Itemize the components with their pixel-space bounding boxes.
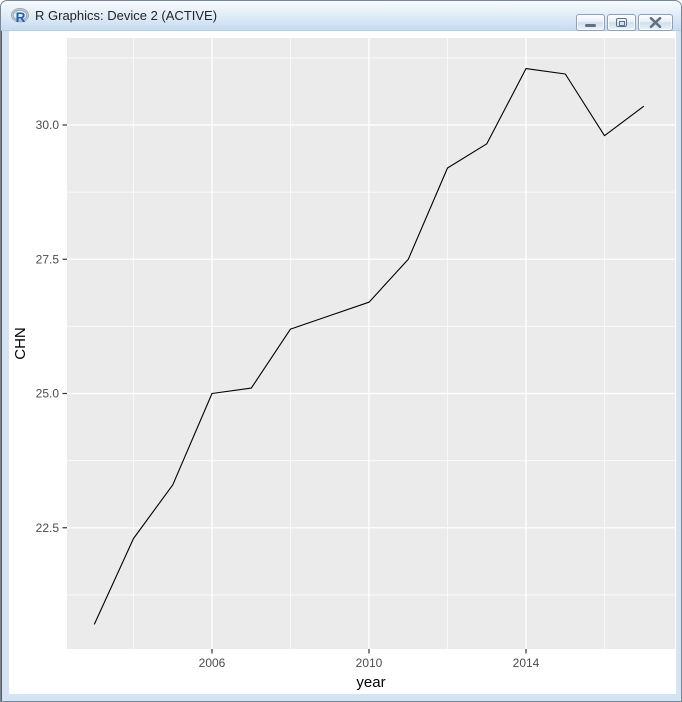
window-title: R Graphics: Device 2 (ACTIVE) [35,8,218,23]
svg-text:R: R [16,10,26,24]
titlebar[interactable]: R R Graphics: Device 2 (ACTIVE) [1,1,681,31]
x-axis-title: year [356,674,385,691]
close-button[interactable] [638,14,673,31]
y-tick-label: 27.5 [36,252,60,266]
minimize-button[interactable] [576,14,605,31]
x-tick-label: 2014 [513,656,540,670]
y-axis-title: CHN [12,327,29,360]
maximize-icon [616,18,627,27]
r-logo-icon: R [11,7,29,25]
minimize-icon [585,24,596,27]
x-tick-label: 2010 [356,656,383,670]
plot-canvas: 2006 2010 2014 22.5 25.0 27.5 30.0 CHN year [9,31,676,694]
chart-svg: 2006 2010 2014 22.5 25.0 27.5 30.0 CHN year [12,38,675,691]
y-tick-label: 30.0 [36,118,60,132]
maximize-button[interactable] [607,14,636,31]
x-tick-label: 2006 [199,656,226,670]
window-controls [576,14,673,31]
close-icon [649,17,662,28]
plot-panel [67,38,675,649]
y-tick-label: 25.0 [36,387,60,401]
data-line-CHN [93,68,645,625]
y-tick-label: 22.5 [36,521,60,535]
